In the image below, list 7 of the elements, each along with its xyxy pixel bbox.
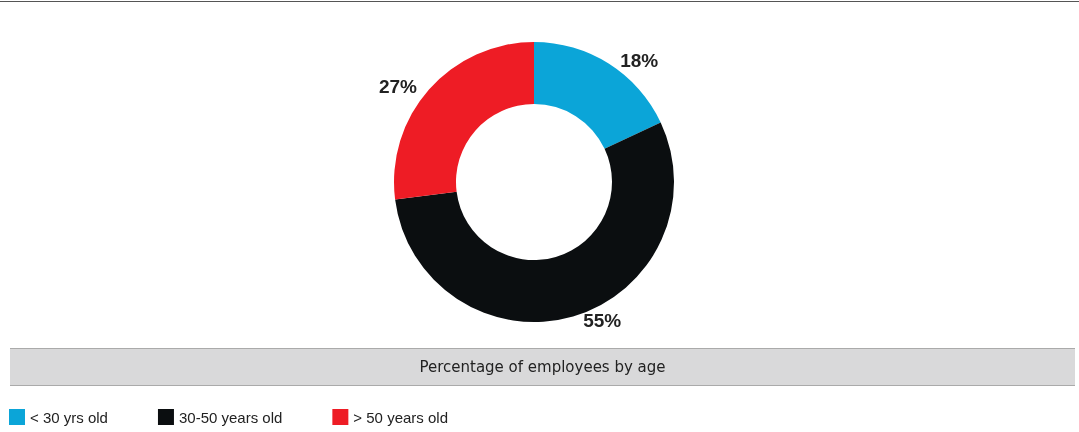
data-label: 27% <box>378 76 418 98</box>
text: Percentage of employees by age <box>10 348 1075 386</box>
legend-label: > 50 years old <box>353 408 449 426</box>
data-label: 18% <box>620 49 659 71</box>
legend-label: 30-50 years old <box>178 408 283 426</box>
legend-label: < 30 yrs old <box>30 408 108 426</box>
data-label: 55% <box>583 309 622 331</box>
